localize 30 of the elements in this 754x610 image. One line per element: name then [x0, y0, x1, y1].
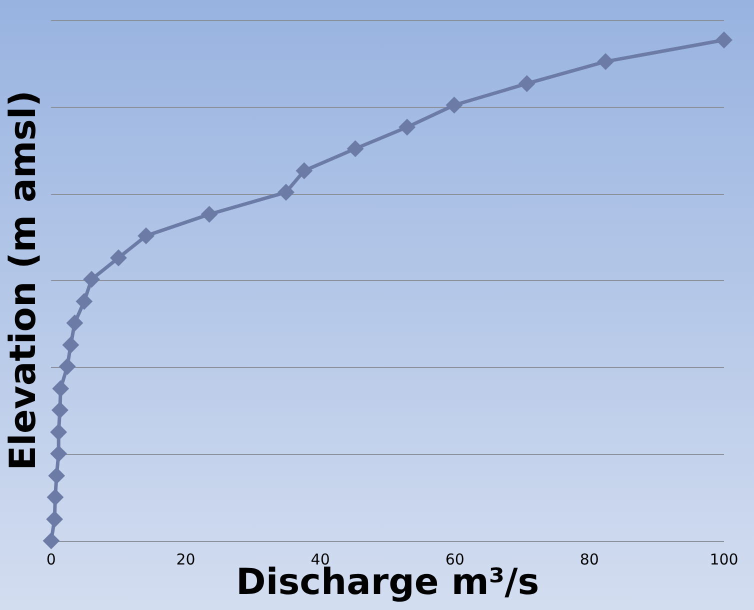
point	[296, 162, 312, 178]
point	[716, 32, 732, 48]
point	[519, 76, 535, 92]
point	[84, 272, 100, 288]
point	[50, 446, 66, 462]
point	[76, 294, 92, 310]
point	[348, 140, 364, 156]
x-tick-label: 80	[580, 550, 599, 569]
point	[399, 119, 415, 135]
point	[43, 533, 59, 549]
point	[598, 54, 614, 70]
point	[50, 424, 66, 440]
x-tick-label: 60	[445, 550, 464, 569]
point	[52, 402, 68, 418]
x-tick-label: 100	[710, 550, 738, 569]
x-tick-label: 20	[176, 550, 196, 569]
point	[47, 489, 63, 505]
point	[67, 315, 82, 331]
point	[138, 228, 154, 244]
y-axis-title: Elevation (m amsl)	[2, 90, 44, 470]
point	[278, 184, 294, 200]
point	[60, 358, 76, 374]
point	[202, 206, 218, 222]
point	[52, 380, 68, 396]
point	[446, 97, 462, 113]
point	[62, 337, 78, 353]
point	[48, 468, 64, 484]
point	[46, 512, 62, 528]
point	[110, 250, 126, 266]
x-tick-label: 0	[46, 550, 56, 569]
